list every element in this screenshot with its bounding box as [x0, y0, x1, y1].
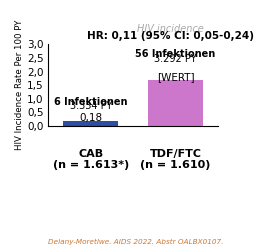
- Text: 3.292 PY: 3.292 PY: [154, 54, 197, 64]
- Y-axis label: HIV Incidence Rate Per 100 PY: HIV Incidence Rate Per 100 PY: [15, 20, 24, 150]
- Text: 3.334 PY: 3.334 PY: [70, 102, 112, 111]
- Text: CAB: CAB: [78, 149, 103, 159]
- Text: HR: 0,11 (95% CI: 0,05-0,24): HR: 0,11 (95% CI: 0,05-0,24): [87, 31, 254, 41]
- Text: (n = 1.613*): (n = 1.613*): [53, 160, 129, 170]
- Text: TDF/FTC: TDF/FTC: [150, 149, 202, 159]
- Bar: [148, 80, 203, 126]
- Text: 6 Infektionen: 6 Infektionen: [54, 97, 127, 107]
- Text: HIV incidence: HIV incidence: [137, 24, 204, 34]
- Text: 0,18: 0,18: [79, 113, 102, 123]
- Text: 56 Infektionen: 56 Infektionen: [135, 49, 216, 59]
- Text: (n = 1.610): (n = 1.610): [140, 160, 211, 170]
- Text: Delany-Moretlwe. AIDS 2022. Abstr OALBX0107.: Delany-Moretlwe. AIDS 2022. Abstr OALBX0…: [48, 239, 223, 245]
- Bar: [63, 121, 118, 126]
- Text: [WERT]: [WERT]: [157, 73, 194, 83]
